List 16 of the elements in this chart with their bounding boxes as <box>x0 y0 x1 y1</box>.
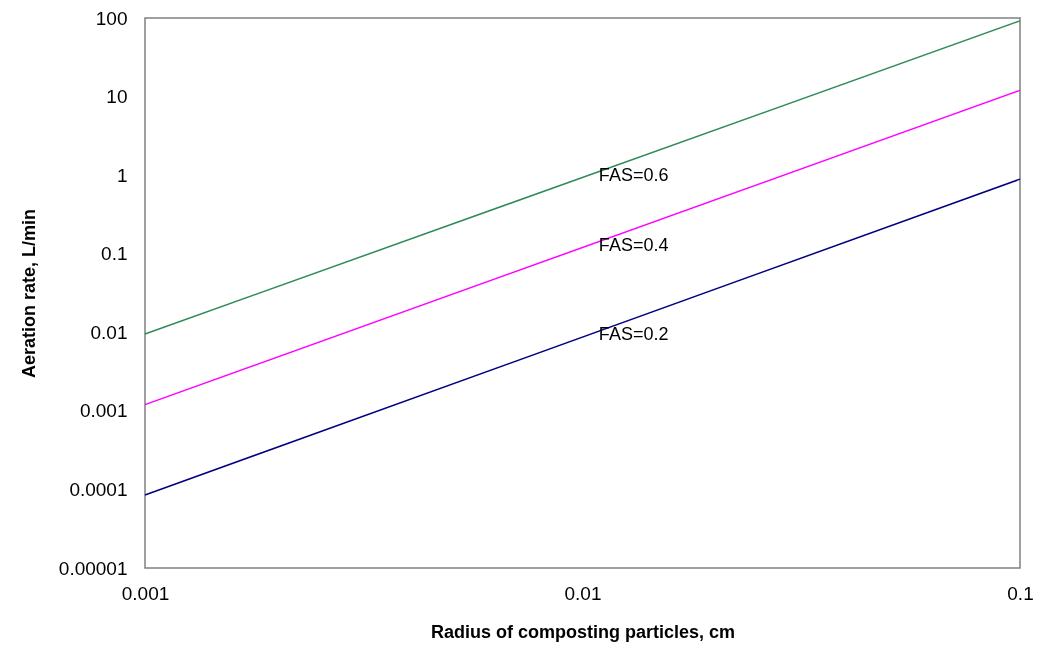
x-tick-label: 0.01 <box>564 582 602 604</box>
y-tick-label: 0.0001 <box>69 478 128 500</box>
x-tick-label: 0.001 <box>121 582 170 604</box>
y-axis-title: Aeration rate, L/min <box>18 208 39 379</box>
x-tick-label: 0.1 <box>1007 582 1034 604</box>
series-label: FAS=0.4 <box>598 234 669 255</box>
series-label: FAS=0.2 <box>598 324 669 345</box>
y-tick-label: 10 <box>106 86 128 108</box>
y-tick-label: 0.00001 <box>58 557 128 579</box>
y-tick-label: 0.01 <box>90 321 128 343</box>
y-tick-label: 0.1 <box>101 243 128 265</box>
y-tick-label: 0.001 <box>79 400 128 422</box>
series-label: FAS=0.6 <box>598 164 669 185</box>
x-axis-title: Radius of composting particles, cm <box>430 621 736 642</box>
y-tick-label: 100 <box>95 7 128 29</box>
y-tick-label: 1 <box>116 164 128 186</box>
